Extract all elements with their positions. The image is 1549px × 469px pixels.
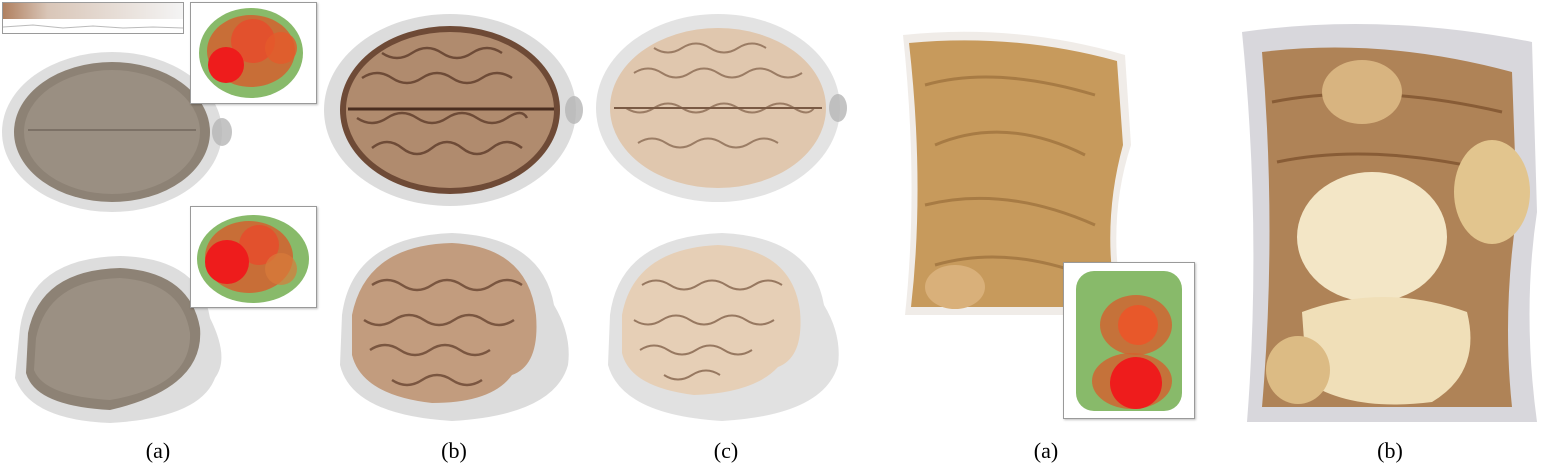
- brain-top-view-b: [322, 8, 584, 213]
- caption-a-left: (a): [145, 438, 171, 463]
- brain-side-view-b: [322, 225, 584, 430]
- knee-volume-b: [1232, 12, 1547, 427]
- saliency-map-inset-knee: [1063, 262, 1195, 419]
- brain-side-view-c: [594, 225, 856, 430]
- caption-a-right: (a): [1033, 438, 1059, 463]
- transfer-function-strip: [2, 2, 184, 34]
- saliency-map-inset-top: [190, 2, 317, 104]
- knee-volume-a: [895, 25, 1140, 325]
- head-side-view-a: [0, 248, 235, 428]
- head-top-view-a: [0, 40, 235, 225]
- caption-b-right: (b): [1377, 438, 1403, 463]
- caption-c-left: (c): [713, 438, 739, 463]
- saliency-map-inset-side: [190, 206, 317, 308]
- brain-top-view-c: [594, 8, 856, 213]
- caption-b-left: (b): [441, 438, 467, 463]
